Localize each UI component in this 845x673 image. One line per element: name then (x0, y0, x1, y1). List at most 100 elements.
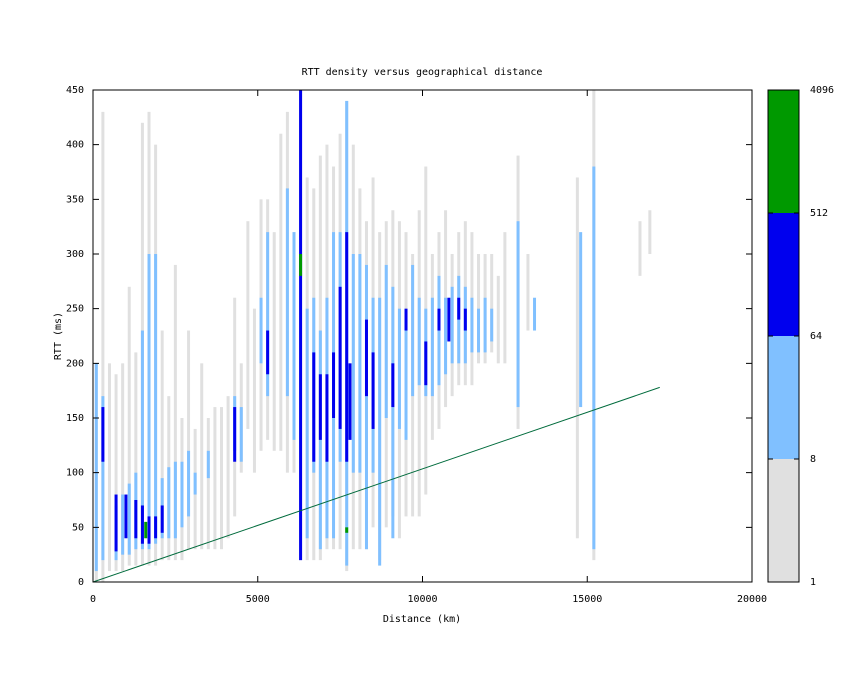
density-cell (638, 221, 642, 276)
density-cell (193, 472, 197, 495)
density-cell (134, 500, 138, 539)
density-cell (233, 407, 237, 462)
density-cell (173, 461, 177, 539)
density-cell (526, 254, 530, 331)
density-cell (94, 363, 98, 572)
density-cell (101, 396, 105, 561)
density-cell (351, 254, 355, 473)
y-tick-label: 450 (66, 85, 84, 96)
density-cell (470, 297, 474, 353)
density-cell (332, 352, 336, 418)
density-cell (364, 264, 368, 550)
chart-title: RTT density versus geographical distance (302, 67, 543, 78)
density-cell (127, 483, 131, 555)
density-cell (358, 254, 362, 473)
density-cell (516, 221, 520, 408)
density-cell (121, 494, 125, 555)
density-cell (101, 407, 105, 462)
density-cell (391, 286, 395, 539)
density-cell (417, 297, 421, 386)
density-cell (246, 221, 250, 429)
density-cell (124, 494, 128, 539)
density-cell (496, 275, 500, 364)
reference-line (92, 386, 660, 583)
overlay: 0 5000 10000 15000 20000 0 50 100 150 200 250 300 35… (66, 85, 834, 605)
density-cell (107, 363, 111, 572)
density-cell (364, 319, 368, 397)
colorbar-band (768, 336, 799, 459)
x-tick-label: 10000 (407, 594, 437, 605)
y-tick-label: 350 (66, 194, 84, 205)
density-cell (305, 308, 309, 539)
density-cell (503, 232, 507, 364)
density-cell (127, 286, 131, 566)
density-cell (391, 363, 395, 408)
density-cell (575, 177, 579, 539)
colorbar-band (768, 90, 799, 213)
density-cell (411, 264, 415, 397)
density-cell (140, 505, 144, 544)
density-cell (114, 374, 118, 572)
density-cell (345, 527, 349, 533)
heatmap (94, 90, 652, 582)
density-cell (490, 254, 494, 353)
x-axis-label: Distance (km) (383, 614, 461, 625)
density-cell (348, 363, 352, 440)
density-cell (239, 407, 243, 462)
density-cell (272, 232, 276, 451)
plot-frame (92, 89, 753, 583)
x-tick-label: 5000 (246, 594, 270, 605)
density-cell (266, 330, 270, 375)
y-tick-label: 0 (78, 577, 84, 588)
density-cell (318, 374, 322, 440)
density-cell (147, 254, 151, 550)
density-cell (154, 516, 158, 539)
density-cell (220, 407, 224, 550)
density-cell (200, 363, 204, 550)
colorbar-tick-label: 4096 (810, 85, 834, 96)
y-tick-label: 100 (66, 468, 84, 479)
x-tick-label: 20000 (737, 594, 767, 605)
density-cell (384, 264, 388, 418)
density-cell (299, 90, 303, 561)
x-tick-label: 15000 (572, 594, 602, 605)
colorbar-tick-label: 1 (810, 577, 816, 588)
density-cell (371, 352, 375, 429)
density-cell (345, 232, 349, 462)
density-cell (160, 505, 164, 533)
density-cell (173, 264, 177, 561)
density-cell (279, 133, 283, 451)
density-cell (101, 111, 105, 582)
density-cell (299, 254, 303, 276)
density-cell (213, 407, 217, 550)
density-cell (430, 297, 434, 397)
y-tick-label: 400 (66, 140, 84, 151)
density-cell (592, 166, 596, 550)
colorbar-band (768, 459, 799, 582)
density-cell (206, 418, 210, 550)
density-cell (483, 297, 487, 353)
density-cell (266, 232, 270, 397)
density-cell (144, 521, 148, 539)
density-cell (444, 297, 448, 375)
density-cell (477, 308, 481, 353)
density-cell (206, 450, 210, 479)
density-cell (579, 232, 583, 408)
y-axis-label: RTT (ms) (53, 312, 64, 360)
density-cell (187, 450, 191, 517)
x-tick-label: 0 (90, 594, 96, 605)
density-cell (338, 286, 342, 429)
colorbar-band (768, 213, 799, 336)
density-cell (180, 461, 184, 528)
y-tick-label: 250 (66, 304, 84, 315)
density-cell (457, 297, 461, 320)
density-cell (292, 232, 296, 440)
density-cell (285, 188, 289, 397)
y-tick-label: 150 (66, 413, 84, 424)
density-cell (187, 330, 191, 550)
density-cell (325, 374, 329, 462)
y-tick-label: 200 (66, 358, 84, 369)
density-cell (424, 341, 428, 386)
density-cell (167, 467, 171, 539)
